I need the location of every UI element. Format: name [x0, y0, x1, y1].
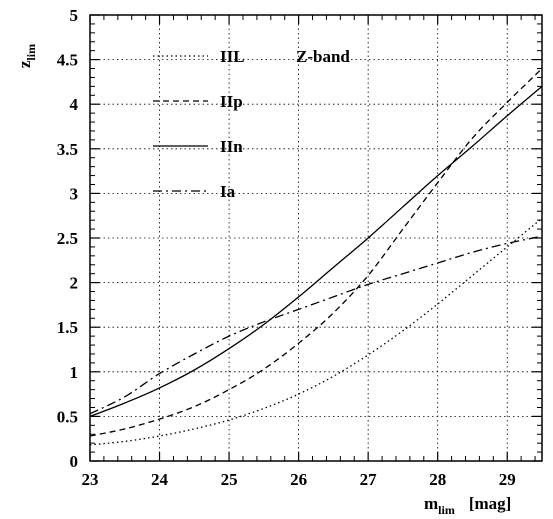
x-axis-title-main: m — [424, 494, 438, 513]
grid — [90, 15, 542, 461]
y-axis-title-sub: lim — [24, 44, 38, 61]
y-tick-label-9: 4.5 — [57, 51, 78, 70]
x-axis-title-sub: lim — [438, 503, 455, 517]
x-tick-label-0: 23 — [82, 470, 99, 489]
x-axis-title: mlim [mag] — [424, 494, 511, 517]
y-axis-title: zlim — [15, 44, 38, 68]
y-tick-label-6: 3 — [70, 184, 79, 203]
annotation-label-0: Z-band — [296, 47, 350, 66]
x-tick-label-3: 26 — [290, 470, 307, 489]
y-tick-label-7: 3.5 — [57, 140, 78, 159]
x-tick-label-5: 28 — [429, 470, 446, 489]
axis-ticks: 23 24 25 26 27 28 29 0 0.5 1 1.5 2 2.5 3 3.5 4 4.5 5 — [57, 6, 542, 489]
series-line-iin — [90, 85, 542, 418]
x-tick-label-4: 27 — [360, 470, 378, 489]
x-tick-label-6: 29 — [499, 470, 516, 489]
annotations: Z-band — [296, 47, 350, 66]
legend-label-ia: Ia — [220, 182, 236, 201]
x-axis-title-unit: [mag] — [469, 494, 511, 513]
x-tick-label-1: 24 — [151, 470, 169, 489]
legend: IIL IIp IIn Ia — [153, 47, 245, 201]
y-tick-label-0: 0 — [70, 452, 79, 471]
legend-label-iin: IIn — [220, 137, 243, 156]
series-line-iip — [90, 68, 542, 437]
series-line-ia — [90, 235, 542, 415]
legend-label-iil: IIL — [220, 47, 245, 66]
y-tick-label-4: 2 — [70, 274, 79, 293]
y-tick-label-10: 5 — [70, 6, 79, 25]
y-tick-label-5: 2.5 — [57, 229, 78, 248]
series-lines — [90, 68, 542, 446]
y-tick-label-1: 0.5 — [57, 407, 78, 426]
series-line-iil — [90, 217, 542, 446]
legend-label-iip: IIp — [220, 92, 243, 111]
y-tick-label-8: 4 — [70, 95, 79, 114]
y-axis-title-main: z — [15, 60, 34, 68]
y-tick-label-3: 1.5 — [57, 318, 78, 337]
y-tick-label-2: 1 — [70, 363, 79, 382]
x-tick-label-2: 25 — [221, 470, 238, 489]
